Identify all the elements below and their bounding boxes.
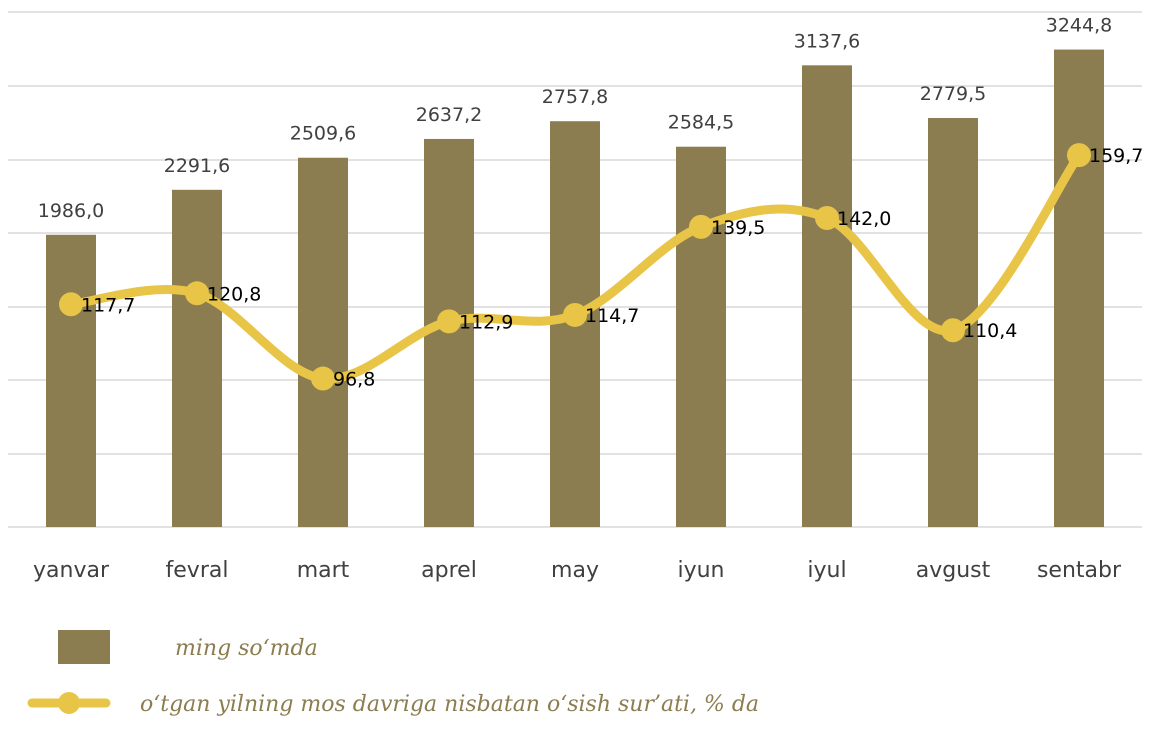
line-marker (59, 292, 83, 317)
x-tick-label: mart (297, 558, 350, 583)
x-tick-label: sentabr (1037, 558, 1122, 583)
data-label: 142,0 (837, 208, 891, 230)
legend-swatch (58, 630, 110, 664)
legend-label: ming so‘mda (175, 636, 318, 661)
legend-label: o‘tgan yilning mos davriga nisbatan o‘si… (140, 692, 759, 717)
x-tick-label: avgust (916, 558, 991, 583)
data-label: 3137,6 (794, 30, 860, 52)
bar (676, 146, 726, 527)
line-marker (185, 281, 209, 306)
data-label: 1986,0 (38, 200, 104, 222)
data-label: 110,4 (963, 320, 1017, 342)
data-label: 96,8 (333, 369, 375, 391)
x-tick-label: iyun (677, 558, 724, 583)
x-tick-label: may (551, 558, 599, 583)
line-marker (311, 366, 335, 391)
line-marker (941, 318, 965, 343)
line-marker (563, 302, 587, 327)
data-label: 112,9 (459, 311, 513, 333)
line-marker (689, 214, 713, 239)
data-label: 2637,2 (416, 104, 482, 126)
bar (172, 189, 222, 527)
x-tick-label: fevral (166, 558, 229, 583)
data-label: 117,7 (81, 294, 135, 316)
data-label: 2291,6 (164, 155, 230, 177)
data-label: 2757,8 (542, 86, 608, 108)
data-label: 2509,6 (290, 123, 356, 145)
data-label: 114,7 (585, 305, 639, 327)
bar (1054, 49, 1104, 528)
x-tick-label: aprel (421, 558, 477, 583)
bar (46, 234, 96, 527)
data-label: 120,8 (207, 283, 261, 305)
data-label: 2584,5 (668, 112, 734, 134)
data-label: 3244,8 (1046, 15, 1112, 37)
legend-swatch (58, 692, 80, 714)
x-tick-label: yanvar (33, 558, 110, 583)
bar (802, 65, 852, 527)
bar (298, 157, 348, 527)
line-marker (1067, 143, 1091, 168)
data-label: 159,7 (1089, 145, 1143, 167)
data-label: 139,5 (711, 217, 765, 239)
data-label: 2779,5 (920, 83, 986, 105)
line-marker (815, 206, 839, 230)
line-marker (437, 309, 461, 334)
x-tick-label: iyul (807, 558, 846, 583)
